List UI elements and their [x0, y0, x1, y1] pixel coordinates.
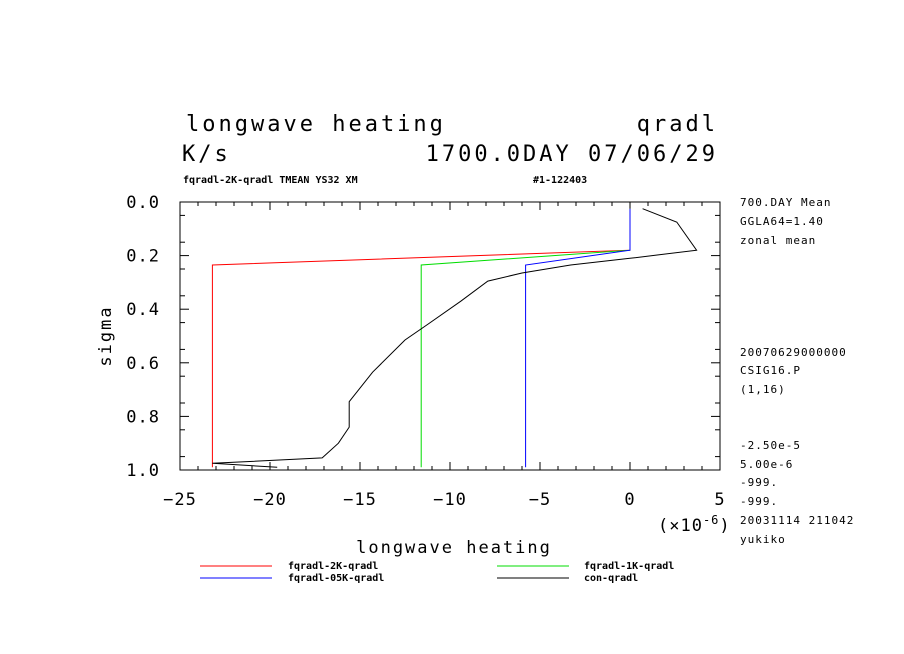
legend-label: con-qradl	[584, 573, 638, 584]
y-tick-label: 0.8	[126, 407, 160, 427]
subtitle-right: #1-122403	[533, 175, 587, 186]
y-tick-label: 0.2	[126, 247, 160, 267]
x-tick-label: −10	[433, 490, 467, 510]
side-info-line: 5.00e-6	[740, 458, 793, 471]
y-tick-label: 0.6	[126, 354, 160, 374]
side-info-line: -999.	[740, 495, 778, 508]
units-label: K/s	[182, 142, 231, 167]
side-info-line: GGLA64=1.40	[740, 215, 824, 228]
legend: fqradl-2K-qradl fqradl-1K-qradl fqradl-0…	[200, 561, 674, 584]
x-tick-label: −25	[163, 490, 197, 510]
side-info-line: CSIG16.P	[740, 364, 801, 377]
x-tick-label: 0	[624, 490, 635, 510]
y-tick-label: 0.4	[126, 300, 160, 320]
time-label: 1700.0DAY 07/06/29	[426, 142, 718, 167]
axis-ticks	[179, 201, 721, 471]
side-info-line: -999.	[740, 476, 778, 489]
x-tick-label: −15	[343, 490, 377, 510]
x-axis-multiplier: (×10-6)	[658, 513, 731, 536]
x-tick-label: −5	[529, 490, 551, 510]
side-info: 700.DAY Mean GGLA64=1.40 zonal mean 2007…	[740, 196, 854, 546]
y-tick-label: 1.0	[126, 461, 160, 481]
y-tick-label: 0.0	[126, 193, 160, 213]
side-info-line: 20070629000000	[740, 346, 847, 359]
x-axis-label: longwave heating	[356, 538, 552, 558]
side-info-line: yukiko	[740, 533, 786, 546]
legend-label: fqradl-1K-qradl	[584, 561, 674, 572]
axis-tick-labels: −25 −20 −15 −10 −5 0 5 0.0 0.2 0.4 0.6 0.8 1.0	[126, 193, 725, 510]
legend-label: fqradl-05K-qradl	[288, 573, 384, 584]
legend-label: fqradl-2K-qradl	[288, 561, 378, 572]
x-tick-label: −20	[253, 490, 287, 510]
side-info-line: (1,16)	[740, 383, 786, 396]
series-line-fqradl-05K-qradl	[525, 208, 631, 468]
side-info-line: -2.50e-5	[740, 439, 801, 452]
y-axis-label: sigma	[96, 305, 116, 366]
series-lines	[211, 208, 698, 468]
x-tick-label: 5	[714, 490, 725, 510]
side-info-line: 700.DAY Mean	[740, 196, 831, 209]
series-line-con-qradl	[212, 208, 698, 468]
plot-frame	[179, 201, 721, 471]
chart-title: longwave heating	[186, 112, 446, 137]
side-info-line: zonal mean	[740, 234, 816, 247]
side-info-line: 20031114 211042	[740, 514, 854, 527]
subtitle-left: fqradl-2K-qradl TMEAN YS32 XM	[183, 175, 358, 186]
variable-name: qradl	[637, 112, 718, 137]
